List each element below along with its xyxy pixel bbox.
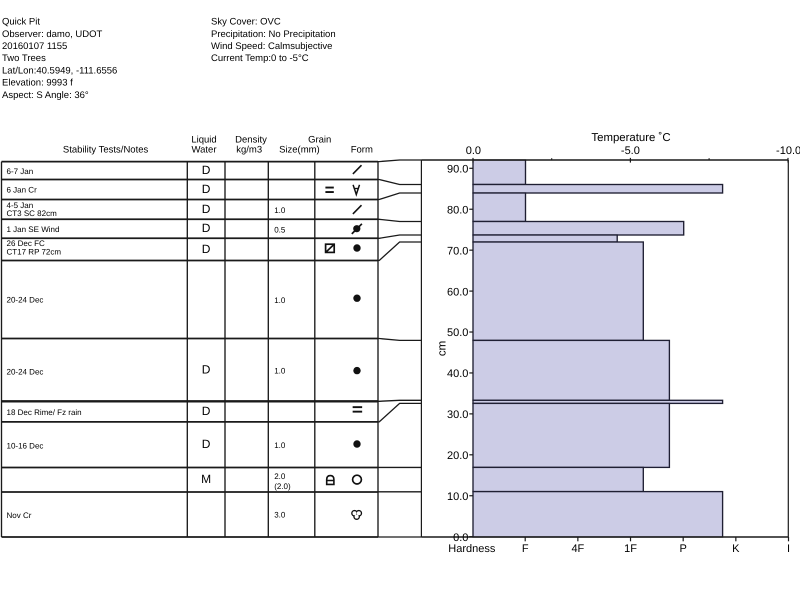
svg-text:Size(mm): Size(mm) (279, 145, 320, 156)
svg-text:Elevation: 9993 f: Elevation: 9993 f (2, 78, 73, 89)
svg-text:6 Jan Cr: 6 Jan Cr (7, 186, 38, 195)
svg-text:Grain: Grain (308, 135, 331, 146)
svg-text:20-24 Dec: 20-24 Dec (7, 296, 44, 305)
svg-text:Water: Water (192, 145, 217, 156)
svg-text:0.5: 0.5 (274, 225, 286, 234)
svg-text:90.0: 90.0 (447, 164, 468, 176)
svg-text:70.0: 70.0 (447, 245, 468, 257)
svg-text:1 Jan SE Wind: 1 Jan SE Wind (7, 225, 60, 234)
svg-text:K: K (732, 543, 740, 555)
svg-text:D: D (202, 182, 211, 196)
svg-text:Current Temp:0 to -5°C: Current Temp:0 to -5°C (211, 53, 309, 64)
svg-text:Nov Cr: Nov Cr (7, 511, 32, 520)
svg-text:1.0: 1.0 (274, 296, 286, 305)
svg-text:10-16 Dec: 10-16 Dec (7, 441, 44, 450)
svg-text:Density: Density (235, 135, 267, 146)
svg-text:10.0: 10.0 (447, 491, 468, 503)
svg-text:P: P (680, 543, 687, 555)
svg-text:0.0: 0.0 (453, 532, 468, 544)
svg-text:CT3 SC 82cm: CT3 SC 82cm (7, 209, 58, 218)
svg-text:40.0: 40.0 (447, 368, 468, 380)
svg-text:0.0: 0.0 (466, 145, 481, 157)
svg-text:3.0: 3.0 (274, 511, 286, 520)
svg-text:20160107 1155: 20160107 1155 (2, 41, 67, 52)
svg-text:Aspect: S Angle: 36°: Aspect: S Angle: 36° (2, 90, 89, 101)
svg-text:60.0: 60.0 (447, 286, 468, 298)
svg-text:D: D (202, 221, 211, 235)
svg-text:Precipitation: No Precipitatio: Precipitation: No Precipitation (211, 29, 336, 40)
svg-text:1.0: 1.0 (274, 366, 286, 375)
svg-text:kg/m3: kg/m3 (236, 145, 262, 156)
svg-text:Hardness: Hardness (448, 543, 496, 555)
svg-text:18 Dec Rime/ Fz rain: 18 Dec Rime/ Fz rain (7, 408, 82, 417)
svg-text:26 Dec FC: 26 Dec FC (7, 239, 45, 248)
svg-text:80.0: 80.0 (447, 204, 468, 216)
svg-text:Two Trees: Two Trees (2, 53, 46, 64)
svg-text:Observer: damo, UDOT: Observer: damo, UDOT (2, 29, 102, 40)
svg-text:D: D (202, 163, 211, 177)
svg-text:30.0: 30.0 (447, 409, 468, 421)
svg-text:Form: Form (351, 145, 373, 156)
svg-text:1.0: 1.0 (274, 441, 286, 450)
svg-text:1.0: 1.0 (274, 206, 286, 215)
svg-text:D: D (202, 202, 211, 216)
svg-text:F: F (522, 543, 529, 555)
svg-text:D: D (202, 362, 211, 376)
svg-text:CT17 RP 72cm: CT17 RP 72cm (7, 247, 62, 256)
svg-text:20.0: 20.0 (447, 450, 468, 462)
svg-text:D: D (202, 404, 211, 418)
svg-text:-10.0: -10.0 (776, 145, 800, 157)
svg-text:1F: 1F (624, 543, 637, 555)
svg-text:20-24 Dec: 20-24 Dec (7, 368, 44, 377)
svg-text:Temperature ˚C: Temperature ˚C (591, 131, 670, 144)
svg-text:4F: 4F (571, 543, 584, 555)
svg-text:Wind Speed: Calmsubjective: Wind Speed: Calmsubjective (211, 41, 332, 52)
svg-text:Sky Cover: OVC: Sky Cover: OVC (211, 17, 281, 28)
svg-text:Lat/Lon:40.5949, -111.6556: Lat/Lon:40.5949, -111.6556 (2, 65, 117, 76)
svg-text:6-7 Jan: 6-7 Jan (7, 167, 34, 176)
svg-text:Stability Tests/Notes: Stability Tests/Notes (63, 145, 149, 156)
svg-text:4-5 Jan: 4-5 Jan (7, 201, 34, 210)
svg-text:-5.0: -5.0 (621, 145, 640, 157)
svg-text:D: D (202, 437, 211, 451)
svg-text:Quick Pit: Quick Pit (2, 17, 40, 28)
svg-text:cm: cm (436, 341, 448, 356)
svg-text:Liquid: Liquid (191, 135, 216, 146)
svg-text:50.0: 50.0 (447, 327, 468, 339)
svg-text:2.0: 2.0 (274, 472, 286, 481)
svg-text:D: D (202, 242, 211, 256)
svg-text:I: I (787, 543, 790, 555)
svg-text:M: M (201, 472, 211, 486)
svg-text:(2.0): (2.0) (274, 482, 291, 491)
